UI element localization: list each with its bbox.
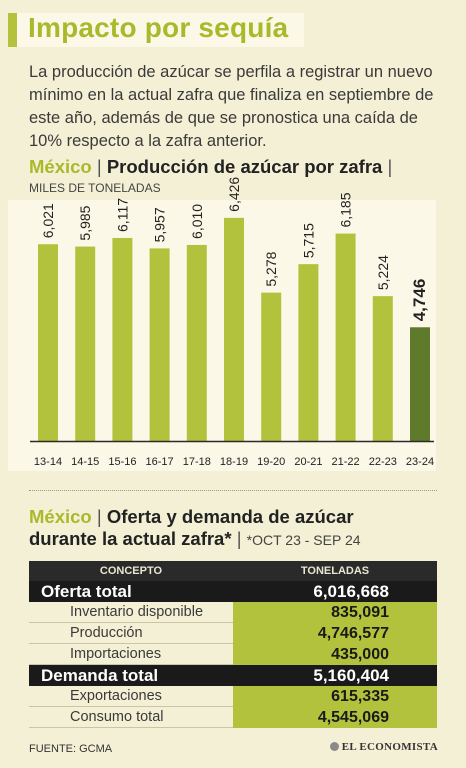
bar-21-22 <box>335 233 356 441</box>
table-title-separator: | <box>96 506 102 527</box>
header-concept: CONCEPTO <box>99 565 163 577</box>
bar-14-15 <box>75 246 96 441</box>
supply-demand-table: CONCEPTO TONELADAS Oferta total 6,016,668… <box>29 561 437 728</box>
x-tick-label: 21-22 <box>332 456 360 468</box>
page-title: Impacto por sequía <box>28 12 289 43</box>
chart-country: México <box>29 156 92 177</box>
row-value: 835,091 <box>233 601 437 623</box>
row-label: Oferta total <box>41 581 132 601</box>
table-row: Oferta total 6,016,668 <box>29 581 437 602</box>
data-label-18-19: 6,426 <box>226 177 242 212</box>
section-divider <box>29 490 437 491</box>
data-label-13-14: 6,021 <box>40 203 56 238</box>
bar-20-21 <box>298 264 319 441</box>
x-tick-label: 18-19 <box>220 456 248 468</box>
bar-23-24 <box>410 327 430 441</box>
table-row: Consumo total 4,545,069 <box>29 706 437 728</box>
table-row: Exportaciones 615,335 <box>29 685 437 707</box>
x-tick-label: 19-20 <box>257 456 285 468</box>
brand-logo: EL ECONOMISTA <box>329 741 438 753</box>
bar-19-20 <box>261 292 282 441</box>
brand-icon <box>329 742 339 751</box>
bar-16-17 <box>149 248 170 441</box>
chart-section-title: México | Producción de azúcar por zafra … <box>29 156 392 178</box>
x-tick-label: 23-24 <box>406 456 434 468</box>
row-label: Producción <box>70 625 143 641</box>
row-value: 4,545,069 <box>233 706 437 728</box>
table-title-separator-2: | <box>236 528 242 549</box>
row-label: Demanda total <box>41 665 159 685</box>
row-value: 615,335 <box>233 685 437 707</box>
chart-title-separator: | <box>96 156 102 177</box>
bar-18-19 <box>224 217 244 441</box>
row-label: Exportaciones <box>70 688 162 704</box>
row-value: 435,000 <box>233 643 437 665</box>
chart-units: MILES DE TONELADAS <box>29 181 161 195</box>
bar-22-23 <box>372 296 393 441</box>
table-row: Inventario disponible 835,091 <box>29 601 437 623</box>
chart-title-trail: | <box>387 156 393 177</box>
production-chart: 6,021 13-14 5,985 14-15 6,117 15-16 5,957 16-17… <box>30 177 434 468</box>
table-period: *OCT 23 - SEP 24 <box>246 532 361 548</box>
x-tick-label: 22-23 <box>369 456 397 468</box>
table-section-title: México | Oferta y demanda de azúcar <box>29 506 354 528</box>
data-label-23-24: 4,746 <box>410 279 429 322</box>
data-label-16-17: 5,957 <box>152 207 168 242</box>
header-tons: TONELADAS <box>300 565 370 577</box>
x-tick-label: 17-18 <box>183 456 211 468</box>
row-value: 6,016,668 <box>313 581 389 601</box>
row-value: 5,160,404 <box>313 665 389 685</box>
table-country: México <box>29 506 92 527</box>
table-row: Producción 4,746,577 <box>29 622 437 644</box>
chart-title: Producción de azúcar por zafra <box>106 156 383 177</box>
row-label: Consumo total <box>70 709 164 725</box>
x-tick-label: 14-15 <box>71 456 99 468</box>
x-tick-label: 20-21 <box>294 456 322 468</box>
intro-text: La producción de azúcar se perfila a reg… <box>29 63 434 150</box>
x-tick-label: 13-14 <box>34 456 62 468</box>
row-label: Inventario disponible <box>70 604 204 620</box>
table-body: Oferta total 6,016,668 Inventario disponib… <box>29 581 437 728</box>
data-label-15-16: 6,117 <box>114 198 130 232</box>
data-label-17-18: 6,010 <box>189 204 205 239</box>
data-label-22-23: 5,224 <box>375 255 391 290</box>
table-row: Demanda total 5,160,404 <box>29 665 437 686</box>
source-note: FUENTE: GCMA <box>29 743 113 755</box>
table-title-line2: durante la actual zafra* <box>29 528 232 549</box>
brand-name: EL ECONOMISTA <box>341 741 438 753</box>
x-tick-label: 16-17 <box>146 456 174 468</box>
bar-17-18 <box>186 244 207 441</box>
bar-15-16 <box>112 237 133 441</box>
bar-13-14 <box>38 244 58 441</box>
data-label-14-15: 5,985 <box>77 205 93 240</box>
table-section-title-2: durante la actual zafra* | *OCT 23 - SEP… <box>29 528 361 550</box>
row-label: Importaciones <box>70 646 162 662</box>
data-label-21-22: 6,185 <box>338 192 354 227</box>
row-value: 4,746,577 <box>233 622 437 644</box>
table-title-line1: Oferta y demanda de azúcar <box>106 506 354 527</box>
data-label-20-21: 5,715 <box>300 223 316 258</box>
title-accent <box>8 13 17 47</box>
data-label-19-20: 5,278 <box>263 251 279 286</box>
x-tick-label: 15-16 <box>108 456 136 468</box>
table-header: CONCEPTO TONELADAS <box>29 561 437 581</box>
table-row: Importaciones 435,000 <box>29 643 437 665</box>
title-bar <box>8 13 304 47</box>
